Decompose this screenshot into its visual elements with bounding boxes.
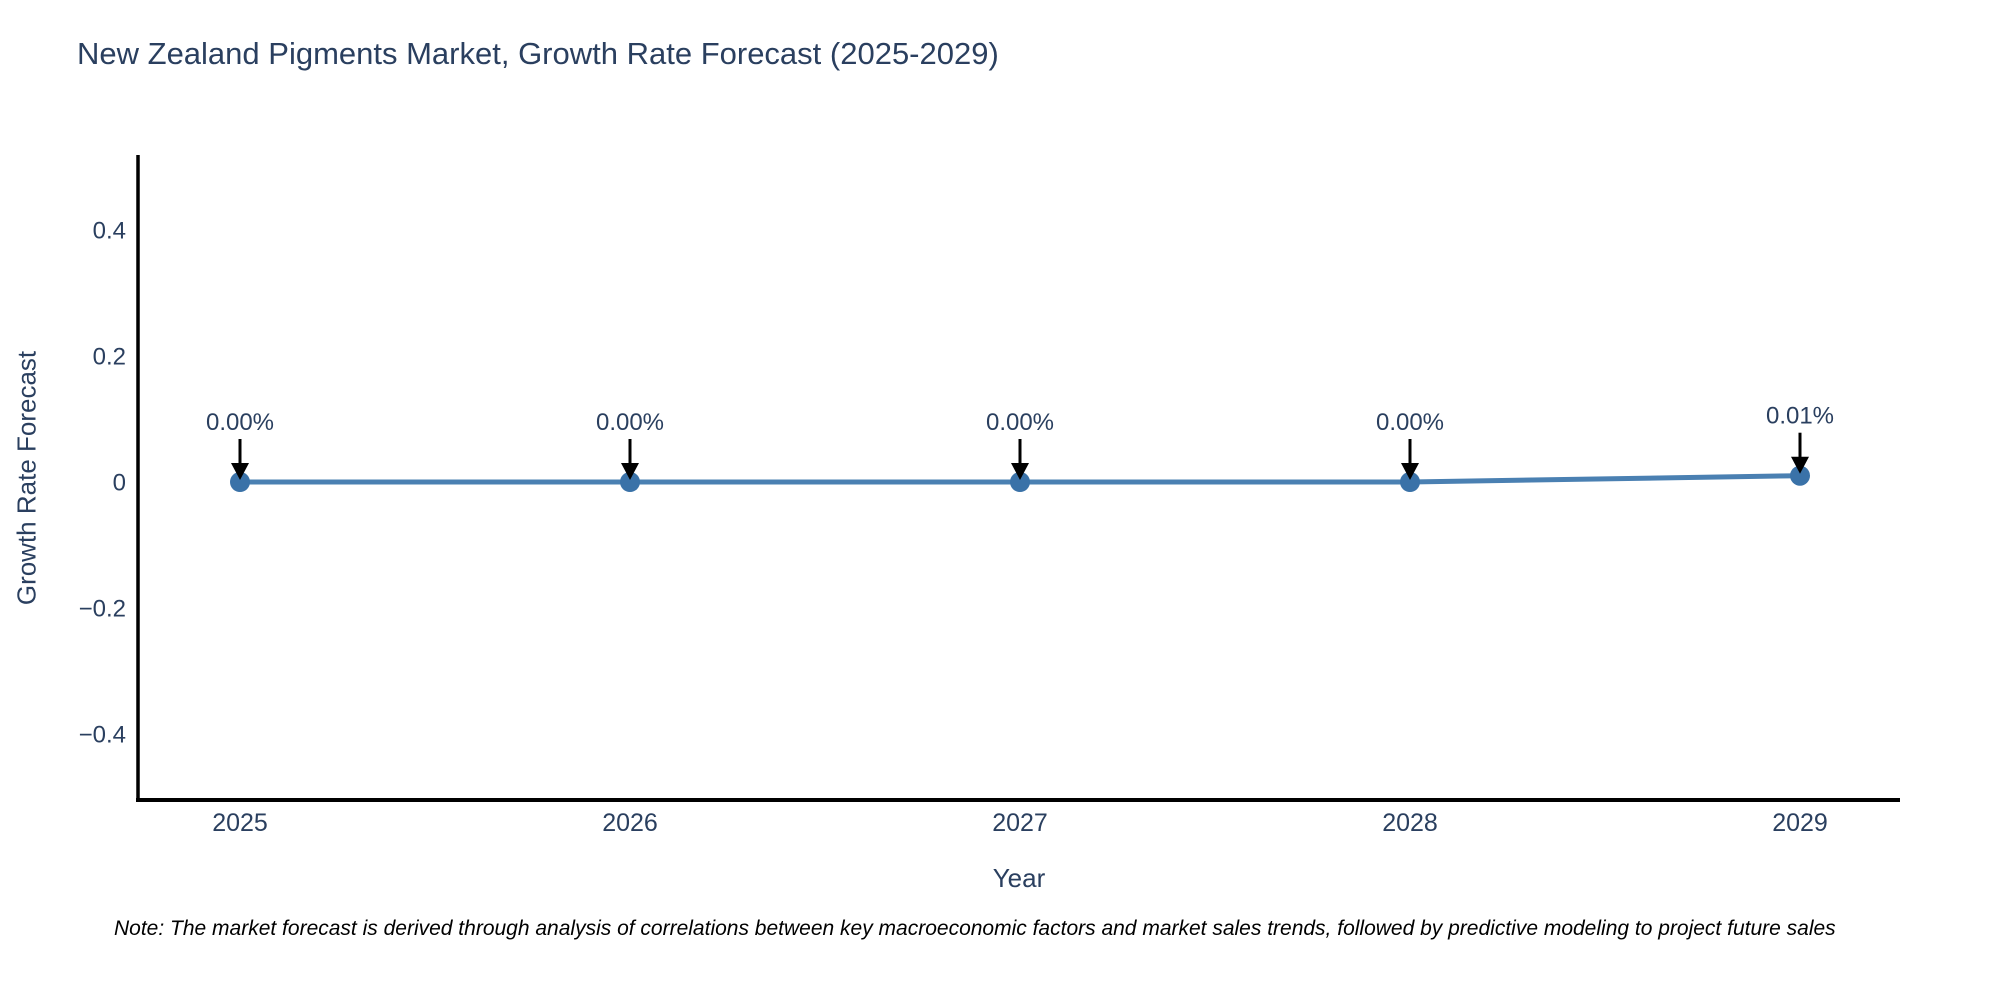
annotation-label: 0.00% [986, 409, 1054, 436]
x-tick-label: 2026 [602, 809, 658, 837]
y-tick-label: 0 [113, 469, 126, 496]
annotation-arrow-head [1791, 456, 1809, 474]
x-axis-title: Year [992, 863, 1046, 893]
y-tick-label: −0.2 [79, 595, 126, 622]
footnote: Note: The market forecast is derived thr… [114, 917, 1836, 940]
y-axis-title: Growth Rate Forecast [11, 350, 42, 606]
annotation-label: 0.01% [1766, 403, 1834, 430]
x-tick-label: 2029 [1772, 809, 1828, 837]
x-tick-label: 2027 [992, 809, 1048, 837]
chart-title: New Zealand Pigments Market, Growth Rate… [77, 36, 999, 71]
y-tick-label: 0.4 [93, 217, 126, 244]
data-point-marker [1010, 472, 1030, 492]
y-tick-label: 0.2 [93, 343, 126, 370]
x-tick-label: 2025 [212, 809, 268, 837]
x-tick-label: 2028 [1382, 809, 1438, 837]
annotation-arrow-head [1401, 463, 1419, 480]
data-point-marker [620, 472, 640, 492]
data-point-marker [1400, 472, 1420, 492]
annotation-label: 0.00% [596, 409, 664, 436]
annotation-arrow-head [1011, 463, 1029, 480]
y-tick-label: −0.4 [79, 721, 126, 748]
annotation-arrow-head [621, 463, 639, 480]
annotation-arrow-head [231, 463, 249, 480]
annotation-label: 0.00% [1376, 409, 1444, 436]
data-point-marker [1790, 465, 1810, 486]
annotation-label: 0.00% [206, 409, 274, 436]
data-point-marker [230, 472, 250, 492]
